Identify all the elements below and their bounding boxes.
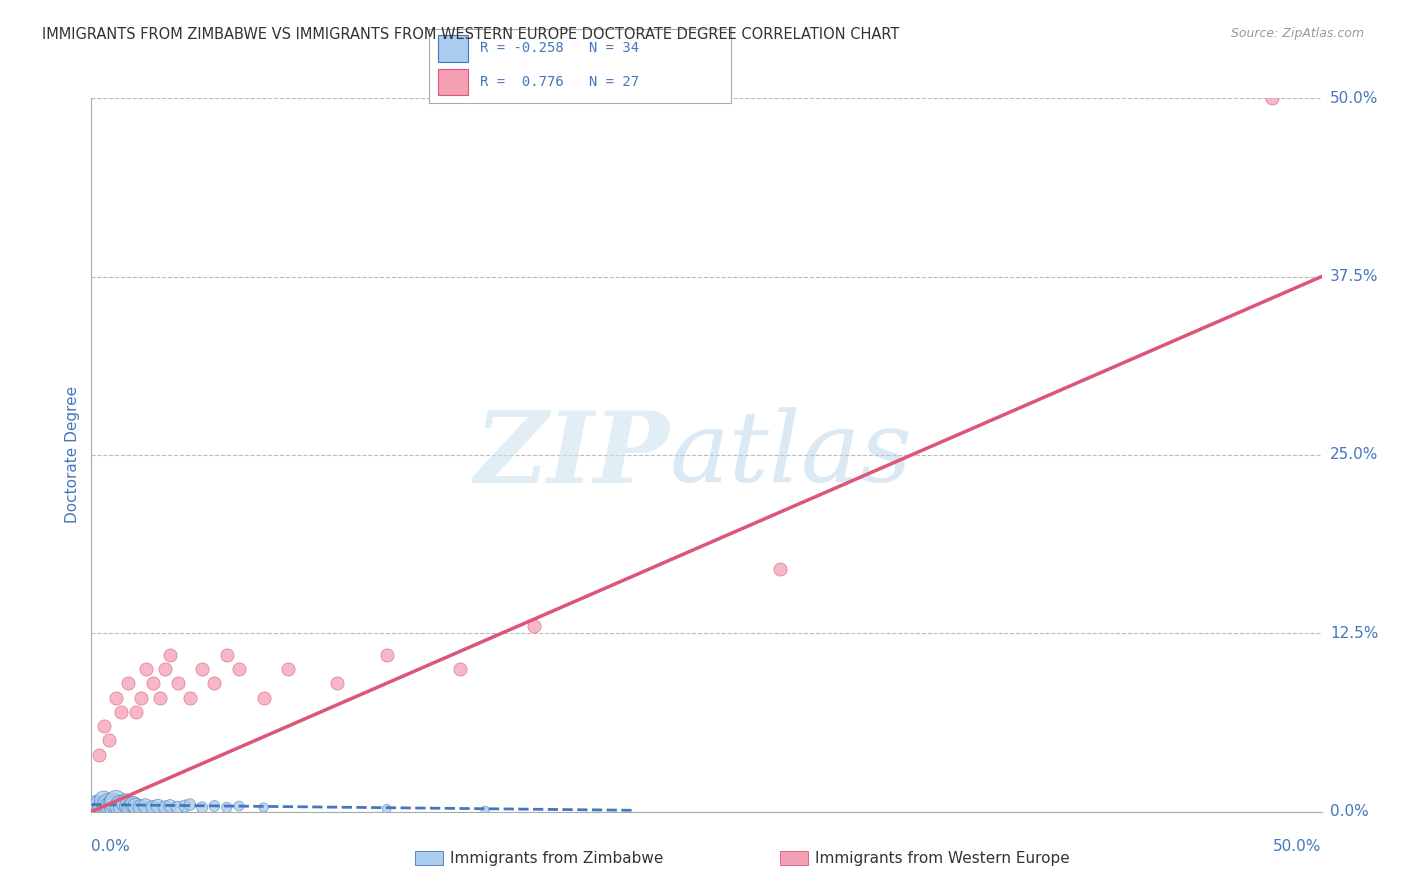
- Text: 25.0%: 25.0%: [1330, 448, 1378, 462]
- Point: [117, 676, 139, 690]
- Point: [191, 662, 214, 676]
- Point: [375, 802, 398, 816]
- Point: [149, 690, 172, 705]
- Point: [142, 800, 165, 814]
- Text: 12.5%: 12.5%: [1330, 626, 1378, 640]
- Point: [228, 662, 250, 676]
- Point: [153, 662, 177, 676]
- Text: Source: ZipAtlas.com: Source: ZipAtlas.com: [1230, 27, 1364, 40]
- Point: [153, 800, 177, 814]
- Point: [103, 796, 125, 810]
- Point: [769, 562, 792, 576]
- Point: [135, 662, 156, 676]
- Point: [97, 797, 120, 812]
- Point: [90, 800, 112, 814]
- Point: [114, 796, 138, 810]
- Point: [202, 799, 225, 814]
- Bar: [437, 69, 468, 95]
- Point: [93, 799, 115, 814]
- Point: [174, 799, 197, 814]
- Text: 37.5%: 37.5%: [1330, 269, 1378, 284]
- Point: [117, 799, 139, 814]
- Point: [110, 705, 132, 719]
- Y-axis label: Doctorate Degree: Doctorate Degree: [65, 386, 80, 524]
- Text: 0.0%: 0.0%: [91, 839, 131, 855]
- Point: [179, 797, 201, 812]
- Point: [215, 800, 238, 814]
- Point: [105, 800, 127, 814]
- Point: [122, 797, 145, 812]
- Text: Immigrants from Western Europe: Immigrants from Western Europe: [815, 851, 1070, 865]
- Point: [87, 747, 110, 762]
- Point: [523, 619, 546, 633]
- Point: [87, 797, 110, 812]
- Point: [375, 648, 398, 662]
- Point: [97, 733, 120, 747]
- Point: [129, 800, 152, 814]
- Point: [202, 676, 225, 690]
- Point: [1261, 91, 1284, 105]
- Point: [100, 799, 122, 814]
- Text: ZIP: ZIP: [475, 407, 669, 503]
- Point: [228, 799, 250, 814]
- Point: [474, 803, 496, 817]
- Text: IMMIGRANTS FROM ZIMBABWE VS IMMIGRANTS FROM WESTERN EUROPE DOCTORATE DEGREE CORR: IMMIGRANTS FROM ZIMBABWE VS IMMIGRANTS F…: [42, 27, 900, 42]
- Point: [120, 800, 142, 814]
- Point: [253, 690, 276, 705]
- Point: [96, 800, 117, 814]
- Point: [105, 690, 127, 705]
- Point: [146, 799, 169, 814]
- Point: [110, 799, 132, 814]
- Point: [191, 800, 214, 814]
- Point: [166, 676, 188, 690]
- Point: [179, 690, 201, 705]
- Point: [112, 800, 135, 814]
- Point: [326, 676, 349, 690]
- Point: [277, 662, 299, 676]
- Text: R = -0.258   N = 34: R = -0.258 N = 34: [481, 41, 640, 55]
- Point: [215, 648, 238, 662]
- Bar: [437, 36, 468, 62]
- Point: [124, 705, 146, 719]
- Point: [166, 800, 188, 814]
- Point: [93, 793, 115, 807]
- Point: [449, 662, 471, 676]
- Text: R =  0.776   N = 27: R = 0.776 N = 27: [481, 75, 640, 89]
- Point: [129, 690, 152, 705]
- Text: 50.0%: 50.0%: [1330, 91, 1378, 105]
- Text: atlas: atlas: [669, 408, 912, 502]
- Point: [142, 676, 165, 690]
- Point: [124, 799, 146, 814]
- Text: Immigrants from Zimbabwe: Immigrants from Zimbabwe: [450, 851, 664, 865]
- Point: [135, 799, 156, 814]
- Text: 0.0%: 0.0%: [1330, 805, 1368, 819]
- Point: [253, 800, 276, 814]
- Text: 50.0%: 50.0%: [1274, 839, 1322, 855]
- Point: [159, 648, 181, 662]
- Point: [105, 795, 127, 809]
- Point: [159, 799, 181, 814]
- Point: [86, 797, 108, 812]
- Point: [93, 719, 115, 733]
